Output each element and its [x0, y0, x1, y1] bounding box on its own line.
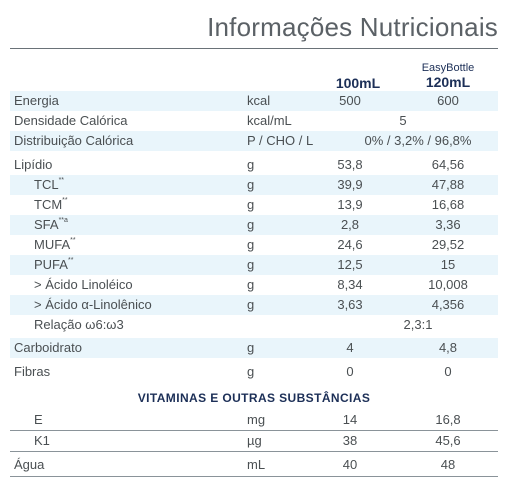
value-120ml: 4,356 [431, 297, 465, 312]
row-label: Carboidrato [14, 340, 82, 355]
row-label: PUFA** [34, 257, 74, 272]
row-label: MUFA** [34, 237, 76, 252]
value-120ml: 600 [437, 93, 459, 108]
value-120ml: 64,56 [431, 157, 465, 172]
easybottle-label: EasyBottle [421, 62, 475, 74]
row-label: Lipídio [14, 157, 53, 172]
value-100ml: 40 [342, 457, 358, 472]
row-agua: Água mL 40 48 [10, 455, 498, 475]
value-100ml: 39,9 [337, 177, 363, 192]
row-unit: g [247, 297, 255, 312]
row-pufa: PUFA** g 12,5 15 [10, 255, 498, 275]
value-100ml: 2,8 [340, 217, 360, 232]
row-unit: g [247, 237, 255, 252]
row-tcl: TCL** g 39,9 47,88 [10, 175, 498, 195]
row-mufa: MUFA** g 24,6 29,52 [10, 235, 498, 255]
value-120ml: 15 [440, 257, 456, 272]
value-100ml: 13,9 [337, 197, 363, 212]
row-vitamina-e: E mg 14 16,8 [10, 410, 498, 430]
value-100ml: 53,8 [337, 157, 363, 172]
row-unit: g [247, 177, 255, 192]
title-divider [10, 48, 498, 49]
row-densidade-calorica: Densidade Calórica kcal/mL 5 [10, 111, 498, 131]
row-label: K1 [34, 433, 50, 448]
value-120ml: 4,8 [438, 340, 458, 355]
row-unit: mL [247, 457, 266, 472]
value-100ml: 12,5 [337, 257, 363, 272]
row-label: E [34, 412, 43, 427]
value-120ml: 47,88 [431, 177, 465, 192]
row-unit: P / CHO / L [247, 133, 314, 148]
row-acido-alfa-linolenico: > Ácido α-Linolênico g 3,63 4,356 [10, 295, 498, 315]
row-tcm: TCM** g 13,9 16,68 [10, 195, 498, 215]
page-title: Informações Nutricionais [207, 12, 498, 42]
row-acido-linoleico: > Ácido Linoléico g 8,34 10,008 [10, 275, 498, 295]
row-unit: g [247, 340, 255, 355]
row-divider [10, 430, 498, 431]
value-120ml: 45,6 [435, 433, 461, 448]
row-divider [10, 476, 498, 477]
row-unit: g [247, 277, 255, 292]
row-distribuicao-calorica: Distribuição Calórica P / CHO / L 0% / 3… [10, 131, 498, 151]
row-vitamina-k1: K1 µg 38 45,6 [10, 431, 498, 451]
value-120ml: 10,008 [428, 277, 468, 292]
column-header-120ml: 120mL [425, 74, 471, 90]
value-120ml: 16,68 [431, 197, 465, 212]
value-120ml: 0 [444, 364, 452, 379]
row-lipidio: Lipídio g 53,8 64,56 [10, 155, 498, 175]
value-span: 0% / 3,2% / 96,8% [364, 133, 472, 148]
value-100ml: 3,63 [337, 297, 363, 312]
row-label: Fibras [14, 364, 51, 379]
value-120ml: 29,52 [431, 237, 465, 252]
row-label: TCL** [34, 177, 65, 192]
row-label: Densidade Calórica [14, 113, 128, 128]
value-100ml: 14 [342, 412, 358, 427]
row-carboidrato: Carboidrato g 4 4,8 [10, 338, 498, 358]
row-unit: kcal [247, 93, 271, 108]
section-title-vitaminas: VITAMINAS E OUTRAS SUBSTÂNCIAS [137, 391, 371, 405]
value-100ml: 24,6 [337, 237, 363, 252]
value-100ml: 500 [339, 93, 361, 108]
value-span: 2,3:1 [403, 317, 433, 332]
row-sfa: SFA**a g 2,8 3,36 [10, 215, 498, 235]
row-unit: g [247, 364, 255, 379]
value-100ml: 38 [342, 433, 358, 448]
row-unit: g [247, 217, 255, 232]
value-span: 5 [399, 113, 407, 128]
value-120ml: 48 [440, 457, 456, 472]
row-label: Água [14, 457, 45, 472]
value-100ml: 8,34 [337, 277, 363, 292]
row-unit: g [247, 157, 255, 172]
row-label: Distribuição Calórica [14, 133, 134, 148]
row-unit: kcal/mL [247, 113, 292, 128]
row-unit: g [247, 197, 255, 212]
column-header-100ml: 100mL [335, 75, 381, 91]
value-100ml: 4 [346, 340, 354, 355]
row-fibras: Fibras g 0 0 [10, 362, 498, 382]
row-unit: mg [247, 412, 266, 427]
row-unit: g [247, 257, 255, 272]
value-100ml: 0 [346, 364, 354, 379]
row-label: > Ácido Linoléico [34, 277, 133, 292]
row-label: > Ácido α-Linolênico [34, 297, 152, 312]
row-energia: Energia kcal 500 600 [10, 91, 498, 111]
value-120ml: 16,8 [435, 412, 461, 427]
value-120ml: 3,36 [435, 217, 461, 232]
row-unit: µg [247, 433, 262, 448]
row-divider [10, 451, 498, 452]
row-relacao-omega: Relação ω6:ω3 2,3:1 [10, 315, 498, 335]
row-label: Relação ω6:ω3 [34, 317, 124, 332]
row-label: SFA**a [34, 217, 68, 232]
row-label: TCM** [34, 197, 68, 212]
row-label: Energia [14, 93, 59, 108]
